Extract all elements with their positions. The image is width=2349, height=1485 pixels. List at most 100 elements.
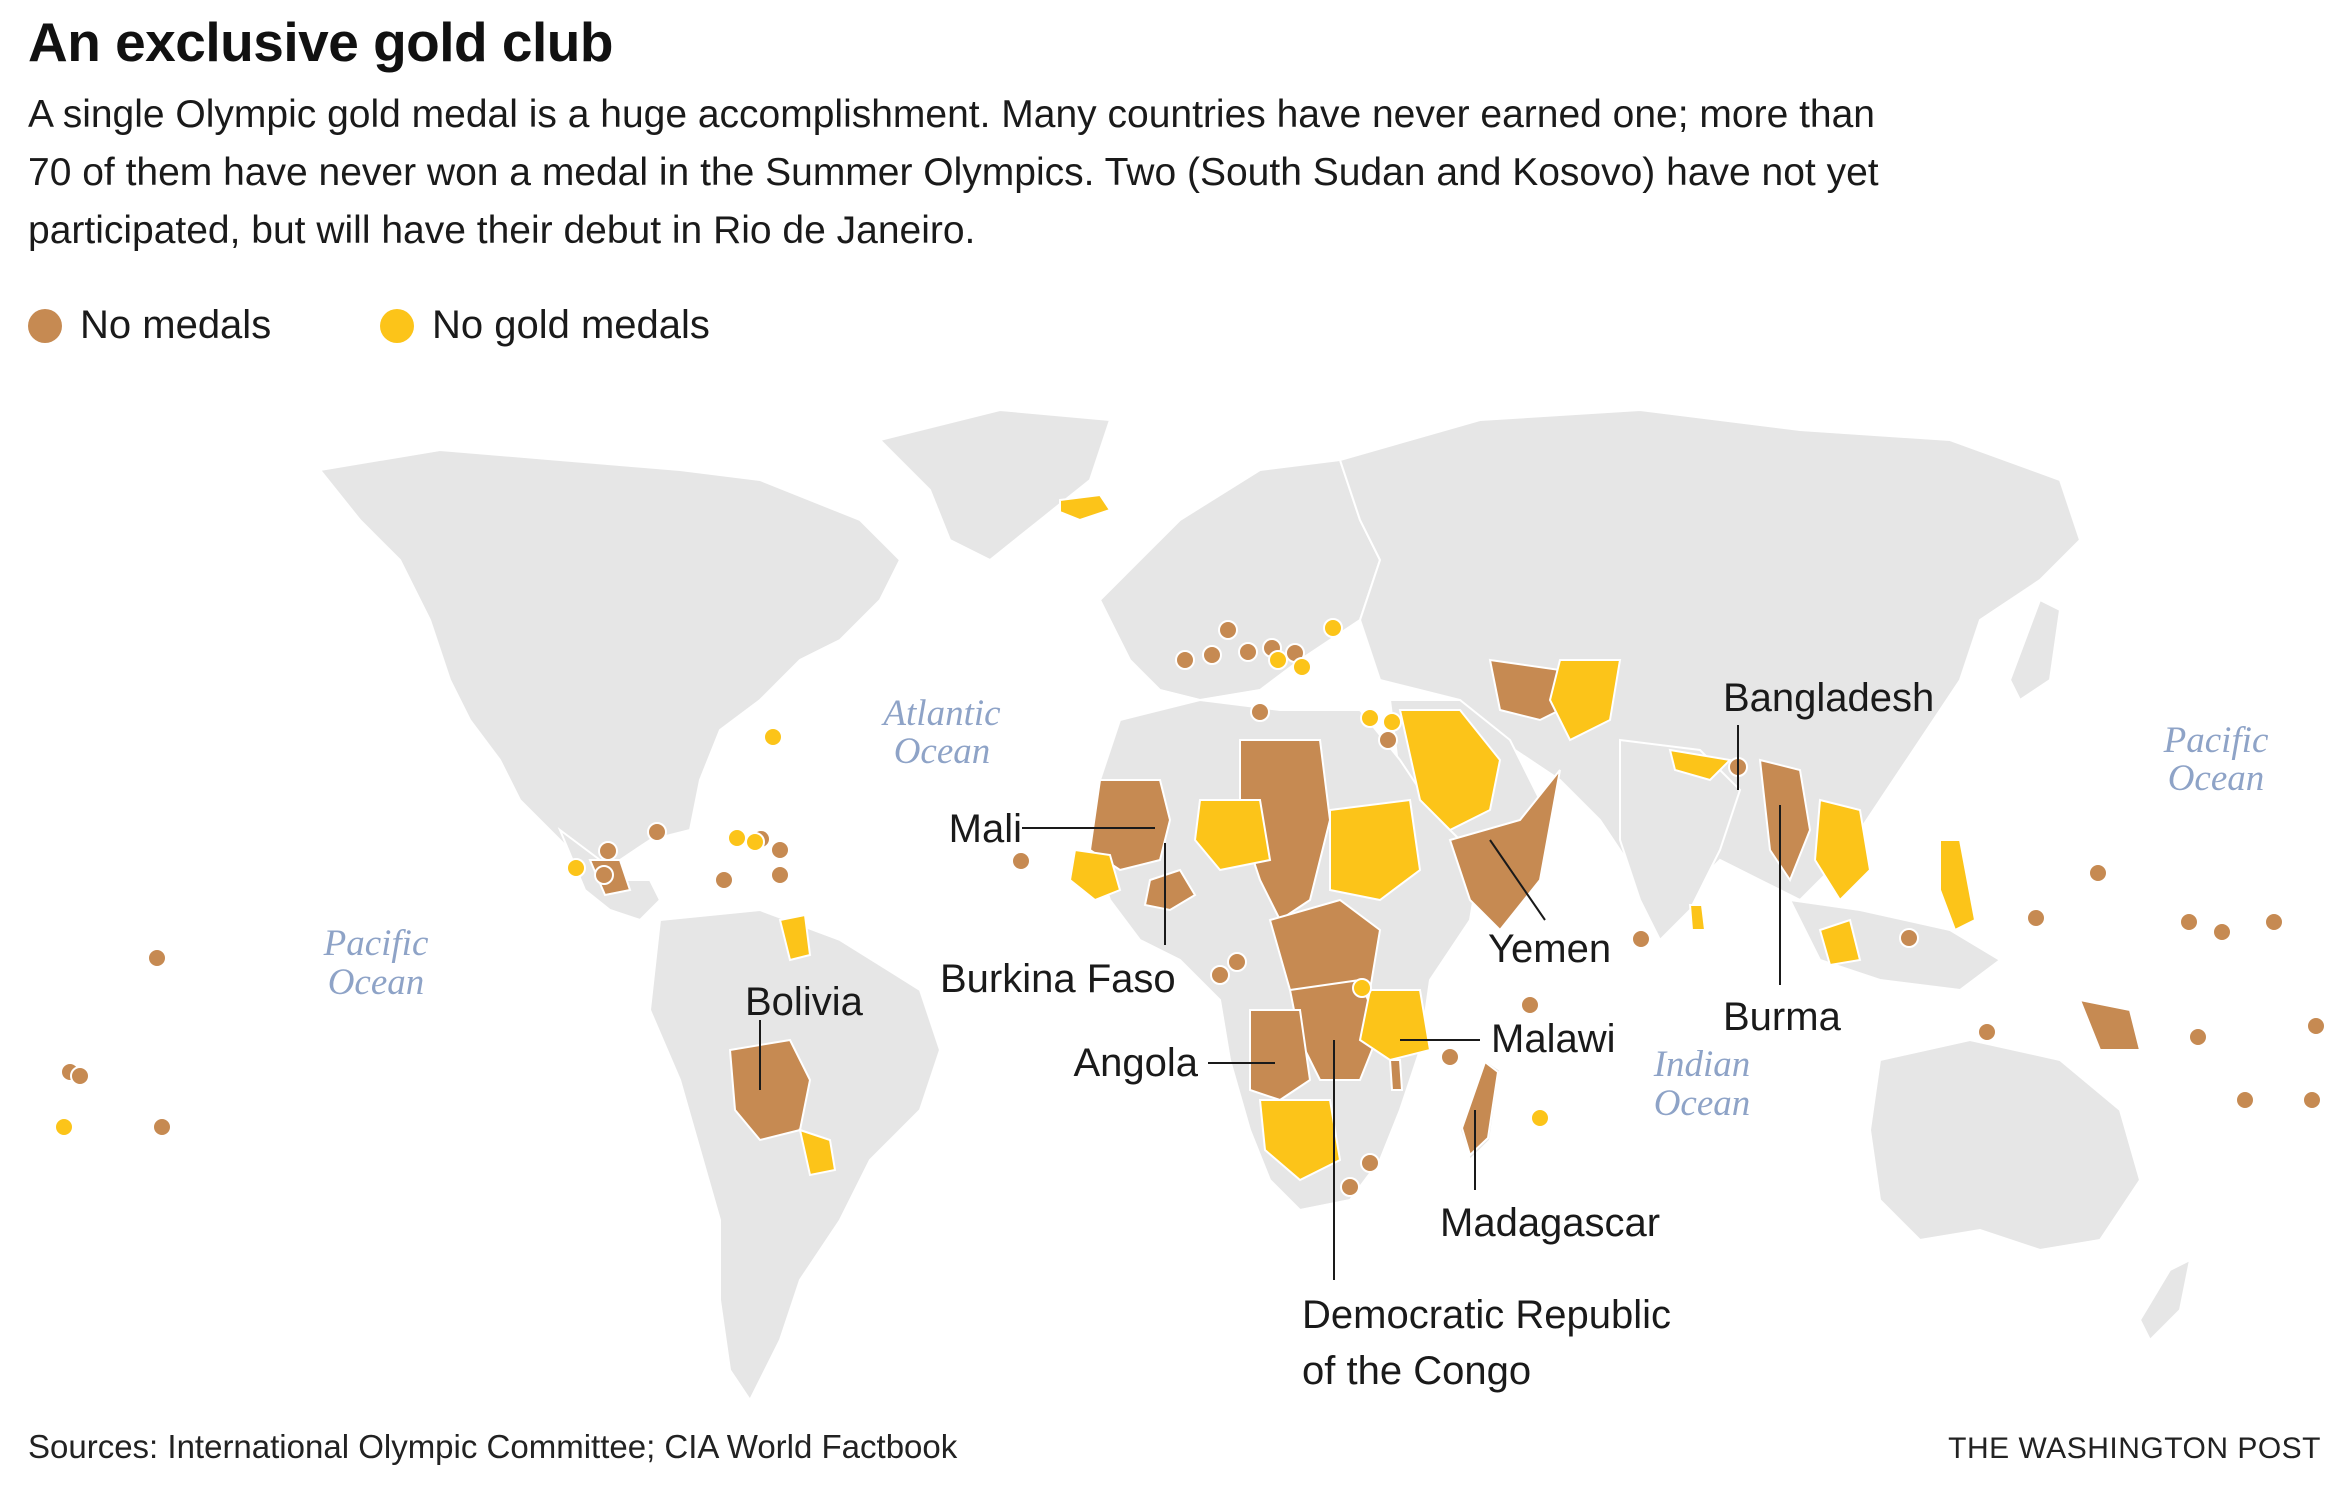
land-australia [1868, 1038, 2142, 1252]
dot-no-medals [2212, 922, 2232, 942]
label-yemen: Yemen [1488, 927, 1611, 971]
ocean-indian-label-2: Ocean [1654, 1083, 1751, 1124]
dot-no-medals [2302, 1090, 2322, 1110]
label-bolivia: Bolivia [745, 980, 864, 1024]
dot-no-medals [2235, 1090, 2255, 1110]
dot-no-medals [594, 865, 614, 885]
ocean-pacific-west-label: Pacific [323, 923, 429, 964]
dot-no-medals [1238, 642, 1258, 662]
dot-no-medals [1250, 702, 1270, 722]
dot-no-medals [1175, 650, 1195, 670]
country-saudi-arabia [1398, 709, 1502, 832]
dot-no-medals [1011, 851, 1031, 871]
label-burkina-faso: Burkina Faso [940, 957, 1176, 1001]
dot-no-gold [1323, 618, 1343, 638]
dot-no-medals [1210, 965, 1230, 985]
country-burkina-faso [1143, 868, 1197, 912]
land-greenland [878, 408, 1112, 562]
dot-no-gold [54, 1117, 74, 1137]
ocean-indian-label: Indian [1653, 1044, 1751, 1085]
dot-no-gold [745, 832, 765, 852]
ocean-pacific-east-label: Pacific [2163, 720, 2269, 761]
country-west-africa [1068, 848, 1122, 902]
dot-no-medals [647, 822, 667, 842]
country-madagascar-fill [1460, 1060, 1500, 1157]
credit-note: THE WASHINGTON POST [1948, 1432, 2321, 1465]
country-angola [1249, 1009, 1312, 1102]
dot-no-medals [2264, 912, 2284, 932]
chart-subtitle: A single Olympic gold medal is a huge ac… [28, 93, 1879, 252]
legend-label-no-medals: No medals [80, 303, 272, 347]
label-bangladesh: Bangladesh [1723, 676, 1934, 720]
country-guyana [778, 913, 812, 962]
dot-no-medals [1227, 952, 1247, 972]
dot-no-medals [1340, 1177, 1360, 1197]
country-thailand-vietnam [1813, 798, 1872, 902]
dot-no-medals [2306, 1016, 2326, 1036]
country-afghanistan [1548, 659, 1622, 742]
country-malaysia [1818, 918, 1862, 967]
dot-no-gold [1268, 650, 1288, 670]
legend-item-no-medals: No medals [28, 303, 271, 348]
country-southern-africa [1258, 1099, 1342, 1182]
label-drc-line2: of the Congo [1302, 1349, 1531, 1393]
ocean-pacific-west-label-2: Ocean [328, 962, 425, 1003]
legend-swatch-no-gold [380, 308, 414, 343]
land-masses [318, 408, 2192, 1402]
country-malawi [1388, 1059, 1404, 1091]
ocean-pacific-east-label-2: Ocean [2168, 758, 2265, 799]
country-sri-lanka [1688, 904, 1707, 931]
chart-title: An exclusive gold club [28, 11, 613, 73]
ocean-atlantic-label: Atlantic [880, 693, 1001, 734]
dot-no-medals [1899, 928, 1919, 948]
country-yemen-somalia [1448, 769, 1561, 932]
dot-no-medals [152, 1117, 172, 1137]
dot-no-medals [2088, 863, 2108, 883]
dot-no-medals [2188, 1027, 2208, 1047]
leader-lines [759, 725, 1781, 1280]
country-burma [1758, 758, 1812, 883]
country-niger [1193, 799, 1272, 872]
country-nepal-region [1668, 748, 1733, 782]
dot-no-medals [1202, 645, 1222, 665]
world-map: Atlantic Ocean Pacific Ocean Pacific Oce… [54, 408, 2326, 1402]
label-madagascar: Madagascar [1440, 1201, 1660, 1245]
ocean-labels: Atlantic Ocean Pacific Ocean Pacific Oce… [323, 693, 2269, 1124]
ocean-atlantic-label-2: Ocean [894, 731, 991, 772]
dot-no-medals [1631, 929, 1651, 949]
dot-no-medals [1378, 730, 1398, 750]
dot-no-gold [1352, 978, 1372, 998]
label-drc-line1: Democratic Republic [1302, 1293, 1671, 1337]
legend-label-no-gold: No gold medals [432, 303, 710, 347]
dot-no-medals [1360, 1153, 1380, 1173]
land-new-zealand [2138, 1258, 2192, 1342]
country-mali [1088, 779, 1172, 872]
land-south-america [648, 908, 942, 1402]
dot-no-medals [147, 948, 167, 968]
small-country-dots [54, 618, 2326, 1197]
dot-no-gold [1360, 708, 1380, 728]
dot-no-medals [1440, 1047, 1460, 1067]
country-labels: Mali Burkina Faso Angola Bolivia Democra… [745, 676, 1934, 1393]
dot-no-medals [598, 841, 618, 861]
dot-no-medals [770, 865, 790, 885]
land-europe [1098, 458, 1382, 702]
dot-no-medals [2179, 912, 2199, 932]
dot-no-gold [566, 858, 586, 878]
country-philippines [1939, 839, 1977, 932]
legend-item-no-gold: No gold medals [380, 303, 710, 348]
no-gold-countries [778, 493, 1977, 1182]
country-sudan [1329, 798, 1422, 902]
dot-no-gold [763, 727, 783, 747]
dot-no-medals [1520, 995, 1540, 1015]
dot-no-gold [1382, 712, 1402, 732]
label-angola: Angola [1073, 1041, 1198, 1085]
dot-no-medals [2026, 908, 2046, 928]
dot-no-medals [1977, 1022, 1997, 1042]
country-paraguay [798, 1128, 837, 1177]
country-iceland [1059, 493, 1112, 522]
source-note: Sources: International Olympic Committee… [28, 1428, 958, 1465]
label-malawi: Malawi [1491, 1017, 1615, 1061]
label-burma: Burma [1723, 995, 1842, 1039]
country-papua-new-guinea [2078, 998, 2142, 1051]
